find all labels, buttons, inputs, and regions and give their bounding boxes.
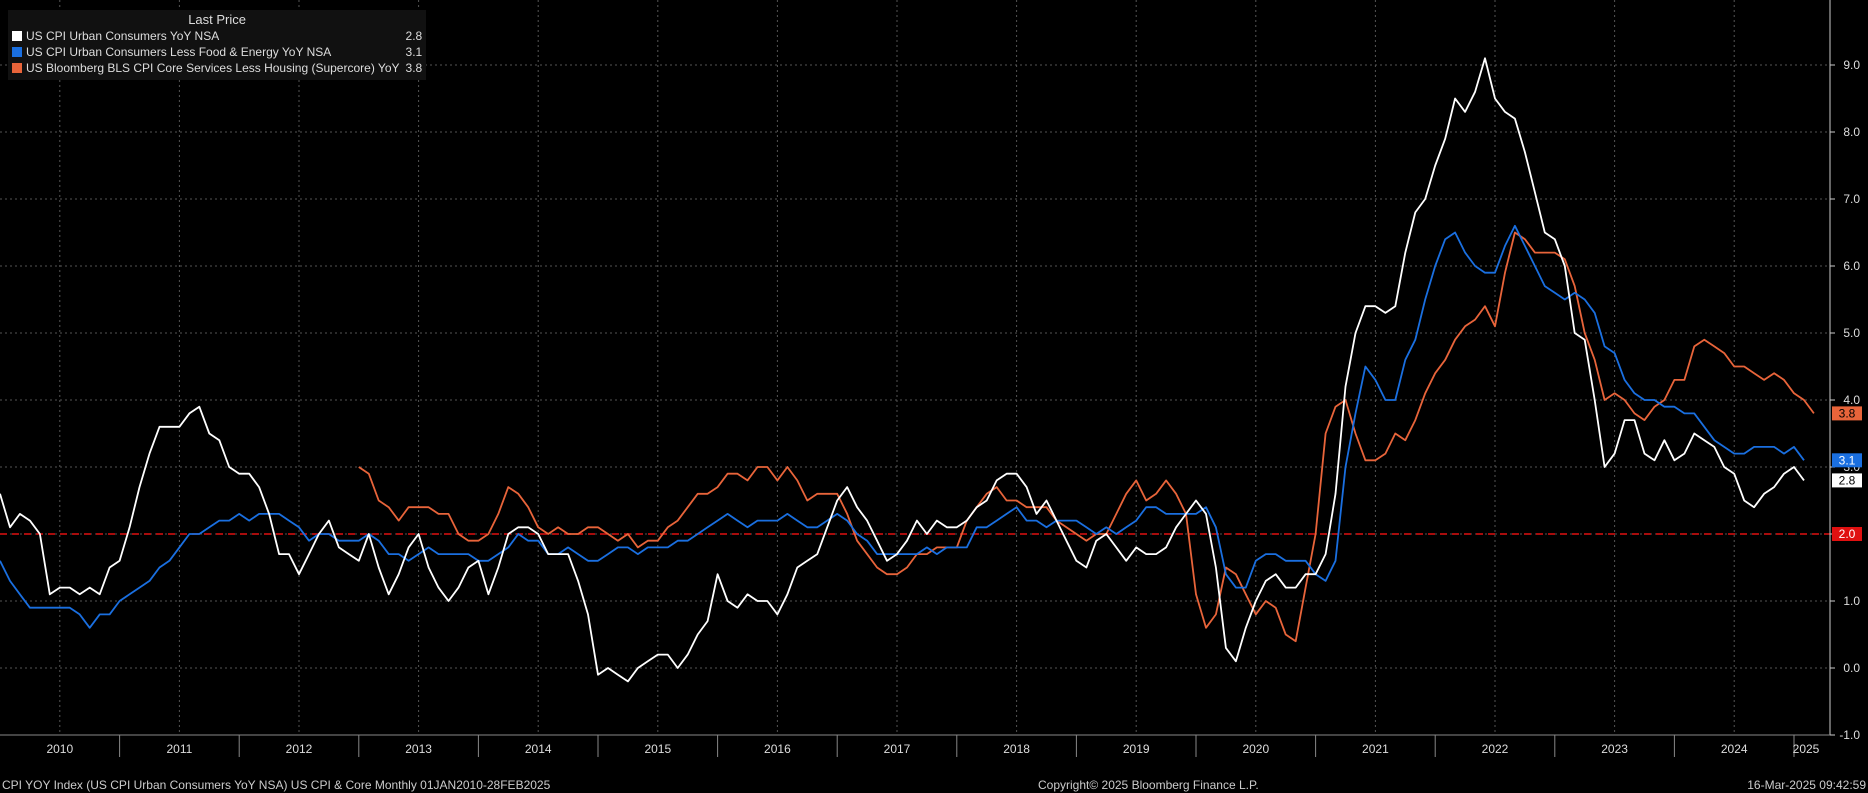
footer-timestamp: 16-Mar-2025 09:42:59 [1747,778,1866,792]
x-tick-label: 2015 [644,742,671,756]
footer-copyright: Copyright© 2025 Bloomberg Finance L.P. [1038,778,1259,792]
x-tick-label: 2023 [1601,742,1628,756]
chart-grid [0,0,1830,736]
legend-swatch [12,31,22,41]
y-tick-label: 4.0 [1843,393,1860,407]
x-tick-label: 2018 [1003,742,1030,756]
last-value-tags: 3.8 3.1 2.8 2.0 [1832,406,1862,541]
legend-label: US CPI Urban Consumers YoY NSA [26,29,220,43]
reference-tag [1832,527,1862,541]
last-value-tag [1832,453,1862,468]
y-tick-label: 1.0 [1843,594,1860,608]
legend-value: 3.1 [405,45,423,59]
series-group [0,57,1815,683]
x-tick-label: 2014 [525,742,552,756]
x-tick-label: 2024 [1721,742,1748,756]
x-tick-label: 2011 [166,742,192,756]
series-line [358,231,1815,643]
footer-description: CPI YOY Index (US CPI Urban Consumers Yo… [2,778,551,792]
legend-label: US Bloomberg BLS CPI Core Services Less … [26,61,400,75]
last-value-tag-label: 3.1 [1839,453,1856,467]
x-tick-label: 2017 [884,742,911,756]
last-value-tag [1832,406,1862,421]
x-tick-label: 2020 [1242,742,1269,756]
x-axis: 2010 2011 2012 2013 2014 2015 2016 2017 2018 2019… [0,734,1830,757]
x-tick-label: 2025 [1793,742,1820,756]
y-tick-label: 9.0 [1843,58,1860,72]
x-tick-label: 2019 [1123,742,1150,756]
legend-value: 2.8 [405,29,423,43]
legend-item: US CPI Urban Consumers YoY NSA 2.8 [12,28,422,44]
y-tick-label: -1.0 [1839,728,1860,742]
last-value-tag-label: 2.8 [1839,473,1856,487]
legend-header: Last Price [188,12,246,27]
y-tick-label: 6.0 [1843,259,1860,273]
x-tick-label: 2013 [405,742,432,756]
y-tick-label: 0.0 [1843,661,1860,675]
legend: Last Price US CPI Urban Consumers YoY NS… [8,10,427,80]
x-tick-label: 2016 [764,742,791,756]
last-value-tag [1832,473,1862,488]
series-line [0,57,1805,683]
legend-item: US Bloomberg BLS CPI Core Services Less … [12,60,422,76]
x-tick-label: 2012 [286,742,313,756]
x-tick-label: 2021 [1362,742,1389,756]
legend-item: US CPI Urban Consumers Less Food & Energ… [12,44,422,60]
reference-tag-label: 2.0 [1839,527,1856,541]
y-axis: -1.00.01.02.03.04.05.06.07.08.09.0 [1829,0,1860,742]
x-tick-label: 2022 [1482,742,1509,756]
legend-swatch [12,47,22,57]
series-line [0,224,1805,629]
legend-swatch [12,63,22,73]
legend-value: 3.8 [405,61,423,75]
y-tick-label: 7.0 [1843,192,1860,206]
y-tick-label: 8.0 [1843,125,1860,139]
y-tick-label: 5.0 [1843,326,1860,340]
legend-label: US CPI Urban Consumers Less Food & Energ… [26,45,332,59]
last-value-tag-label: 3.8 [1839,406,1856,420]
x-tick-label: 2010 [46,742,73,756]
